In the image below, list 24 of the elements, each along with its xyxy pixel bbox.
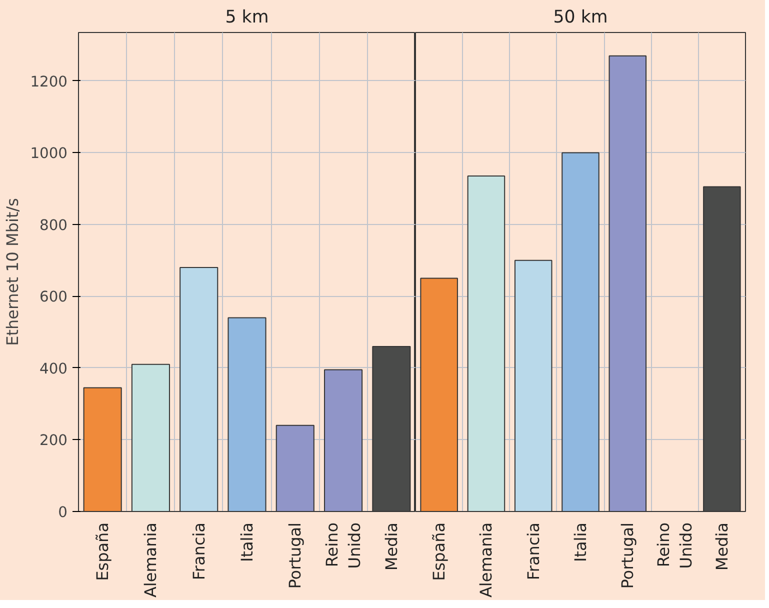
x-tick-label: Media xyxy=(382,522,401,571)
chart-title: 5 km xyxy=(225,8,269,28)
chart-title: 50 km xyxy=(553,8,608,28)
x-tick-label: Media xyxy=(712,522,732,571)
x-tick-label: Portugal xyxy=(286,522,305,589)
x-tick-label: Portugal xyxy=(618,522,638,589)
y-tick-label: 600 xyxy=(40,288,68,306)
y-tick-label: 200 xyxy=(40,432,68,450)
x-tick-label: España xyxy=(430,522,449,581)
x-tick-label: Italia xyxy=(571,522,590,562)
y-tick-label: 1200 xyxy=(30,73,68,90)
y-axis-title: Ethernet 10 Mbit/s xyxy=(3,198,22,346)
x-tick-label: Francia xyxy=(189,522,208,580)
y-tick-label: 400 xyxy=(40,360,68,378)
x-tick-label: Alemania xyxy=(476,522,496,598)
x-tick-label: Italia xyxy=(238,522,256,562)
y-tick-label: 800 xyxy=(40,216,68,234)
x-tick-label: Reino Unido xyxy=(322,522,364,569)
y-tick-label: 1000 xyxy=(30,145,68,162)
y-tick-label: 0 xyxy=(58,504,68,521)
x-tick-label: España xyxy=(93,522,112,581)
x-tick-label: Alemania xyxy=(141,522,160,598)
x-tick-label: Reino Unido xyxy=(654,522,696,569)
x-tick-label: Francia xyxy=(524,522,543,580)
